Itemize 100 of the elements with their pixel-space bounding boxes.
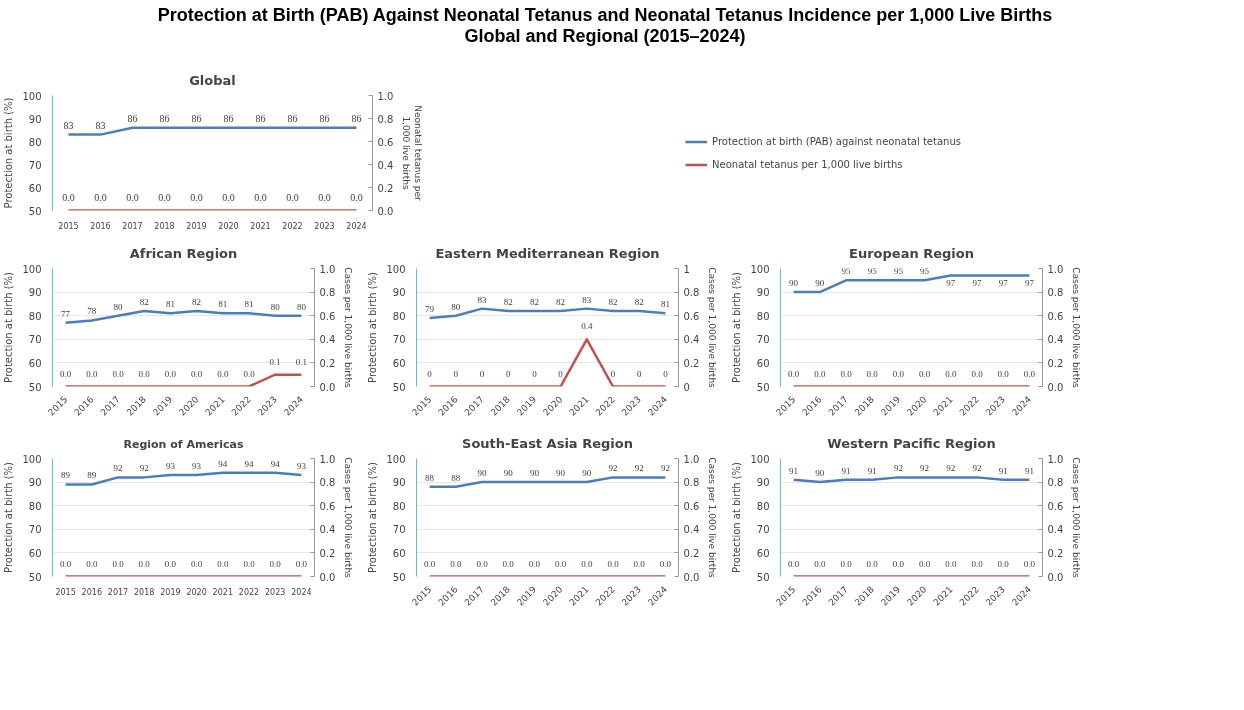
chart-title: African Region bbox=[129, 245, 238, 261]
data-label: 92 bbox=[634, 463, 644, 474]
y-axis-title: Protection at birth (%) bbox=[3, 97, 15, 209]
y-tick-label: 50 bbox=[756, 571, 770, 583]
data-label: 80 bbox=[270, 301, 281, 312]
data-label: 0.0 bbox=[607, 558, 620, 569]
y-tick-label: 100 bbox=[22, 90, 42, 102]
chart-title: Eastern Mediterranean Region bbox=[435, 245, 660, 261]
data-label: 83 bbox=[95, 119, 106, 131]
data-label: 0.0 bbox=[840, 368, 853, 379]
x-tick-label: 2024 bbox=[346, 221, 367, 231]
legend-label: Protection at birth (PAB) against neonatal tetanus bbox=[712, 135, 961, 147]
data-label: 86 bbox=[223, 112, 234, 124]
y-tick-label: 90 bbox=[28, 477, 42, 489]
x-tick-label: 2015 bbox=[58, 221, 79, 231]
data-label: 94 bbox=[244, 458, 254, 469]
data-label: 92 bbox=[139, 463, 149, 474]
y2-tick-label: 0.8 bbox=[683, 477, 700, 489]
data-label: 92 bbox=[113, 463, 123, 474]
data-label: 0.0 bbox=[164, 558, 177, 569]
x-tick-label: 2018 bbox=[134, 587, 155, 597]
data-label: 94 bbox=[270, 458, 281, 469]
x-tick-label: 2019 bbox=[186, 221, 207, 231]
data-label: 91 bbox=[841, 465, 851, 476]
y2-tick-label: 0.8 bbox=[377, 113, 394, 125]
data-label: 0 bbox=[479, 368, 485, 379]
y-tick-label: 70 bbox=[756, 524, 770, 536]
y-tick-label: 60 bbox=[756, 357, 770, 369]
data-label: 0 bbox=[636, 368, 642, 379]
y-tick-label: 70 bbox=[756, 334, 770, 346]
x-tick-label: 2022 bbox=[238, 587, 260, 597]
y2-tick-label: 1.0 bbox=[319, 453, 336, 465]
data-label: 0.0 bbox=[945, 368, 957, 379]
y-tick-label: 50 bbox=[392, 571, 406, 583]
data-label: 90 bbox=[789, 278, 799, 289]
y-tick-label: 80 bbox=[756, 310, 770, 322]
data-label: 93 bbox=[165, 461, 176, 472]
data-label: 83 bbox=[63, 119, 74, 131]
y2-tick-label: 0.2 bbox=[683, 357, 700, 369]
y2-tick-label: 0.6 bbox=[319, 310, 336, 322]
data-label: 0 bbox=[505, 368, 511, 379]
y-tick-label: 60 bbox=[28, 547, 42, 559]
y-tick-label: 100 bbox=[22, 453, 42, 465]
data-label: 80 bbox=[451, 301, 461, 312]
data-label: 0.0 bbox=[318, 191, 331, 203]
data-label: 77 bbox=[61, 308, 71, 319]
data-label: 0.0 bbox=[295, 558, 308, 569]
y2-tick-label: 0.4 bbox=[1047, 334, 1064, 346]
x-tick-label: 2021 bbox=[212, 587, 233, 597]
data-label: 90 bbox=[556, 468, 566, 479]
y-tick-label: 100 bbox=[386, 453, 406, 465]
y2-tick-label: 0.0 bbox=[319, 381, 336, 393]
chart-title: South-East Asia Region bbox=[462, 435, 633, 451]
data-label: 0.0 bbox=[502, 558, 515, 569]
data-label: 0.0 bbox=[190, 368, 203, 379]
data-label: 82 bbox=[529, 296, 539, 307]
data-label: 88 bbox=[451, 472, 461, 483]
data-label: 90 bbox=[477, 468, 487, 479]
y2-tick-label: 1.0 bbox=[319, 263, 336, 275]
x-tick-label: 2015 bbox=[55, 587, 76, 597]
data-label: 0.0 bbox=[814, 558, 826, 569]
y2-tick-label: 0.8 bbox=[1047, 287, 1064, 299]
data-label: 0.0 bbox=[243, 368, 256, 379]
y2-tick-label: 0.2 bbox=[683, 547, 700, 559]
data-label: 89 bbox=[87, 470, 97, 481]
y-tick-label: 90 bbox=[28, 113, 42, 125]
y-tick-label: 80 bbox=[28, 310, 42, 322]
y-tick-label: 100 bbox=[386, 263, 406, 275]
data-label: 0.0 bbox=[254, 191, 267, 203]
x-tick-label: 2019 bbox=[160, 587, 181, 597]
data-label: 0.0 bbox=[892, 558, 905, 569]
text: Protection at Birth (PAB) Against Neonatal Tetanus and Neonatal Tetanus Incidence per 1,000 Live Births bbox=[157, 5, 1053, 26]
x-tick-label: 2022 bbox=[282, 221, 303, 231]
data-label: 0.0 bbox=[659, 558, 672, 569]
y2-tick-label: 0.0 bbox=[1047, 381, 1064, 393]
y-tick-label: 90 bbox=[756, 287, 770, 299]
data-label: 0.0 bbox=[217, 558, 229, 569]
data-label: 0.0 bbox=[243, 558, 256, 569]
y-tick-label: 70 bbox=[28, 334, 42, 346]
y-tick-label: 70 bbox=[392, 524, 406, 536]
data-label: 79 bbox=[425, 304, 435, 315]
data-label: 92 bbox=[660, 463, 670, 474]
y2-tick-label: 0.0 bbox=[319, 571, 336, 583]
data-label: 0.0 bbox=[866, 368, 879, 379]
data-label: 0 bbox=[453, 368, 459, 379]
data-label: 0.0 bbox=[138, 558, 151, 569]
y2-tick-label: 0.0 bbox=[683, 571, 700, 583]
data-label: 0.0 bbox=[476, 558, 489, 569]
data-label: 94 bbox=[218, 458, 228, 469]
data-label: 91 bbox=[998, 465, 1008, 476]
data-label: 92 bbox=[946, 463, 956, 474]
data-label: 0.0 bbox=[971, 368, 984, 379]
data-label: 83 bbox=[582, 294, 592, 305]
y2-tick-label: 0.6 bbox=[319, 500, 336, 512]
x-tick-label: 2020 bbox=[218, 221, 239, 231]
y-tick-label: 60 bbox=[392, 357, 406, 369]
data-label: 83 bbox=[477, 294, 487, 305]
y-tick-label: 90 bbox=[392, 477, 406, 489]
data-label: 0.0 bbox=[164, 368, 177, 379]
y-tick-label: 90 bbox=[392, 287, 406, 299]
